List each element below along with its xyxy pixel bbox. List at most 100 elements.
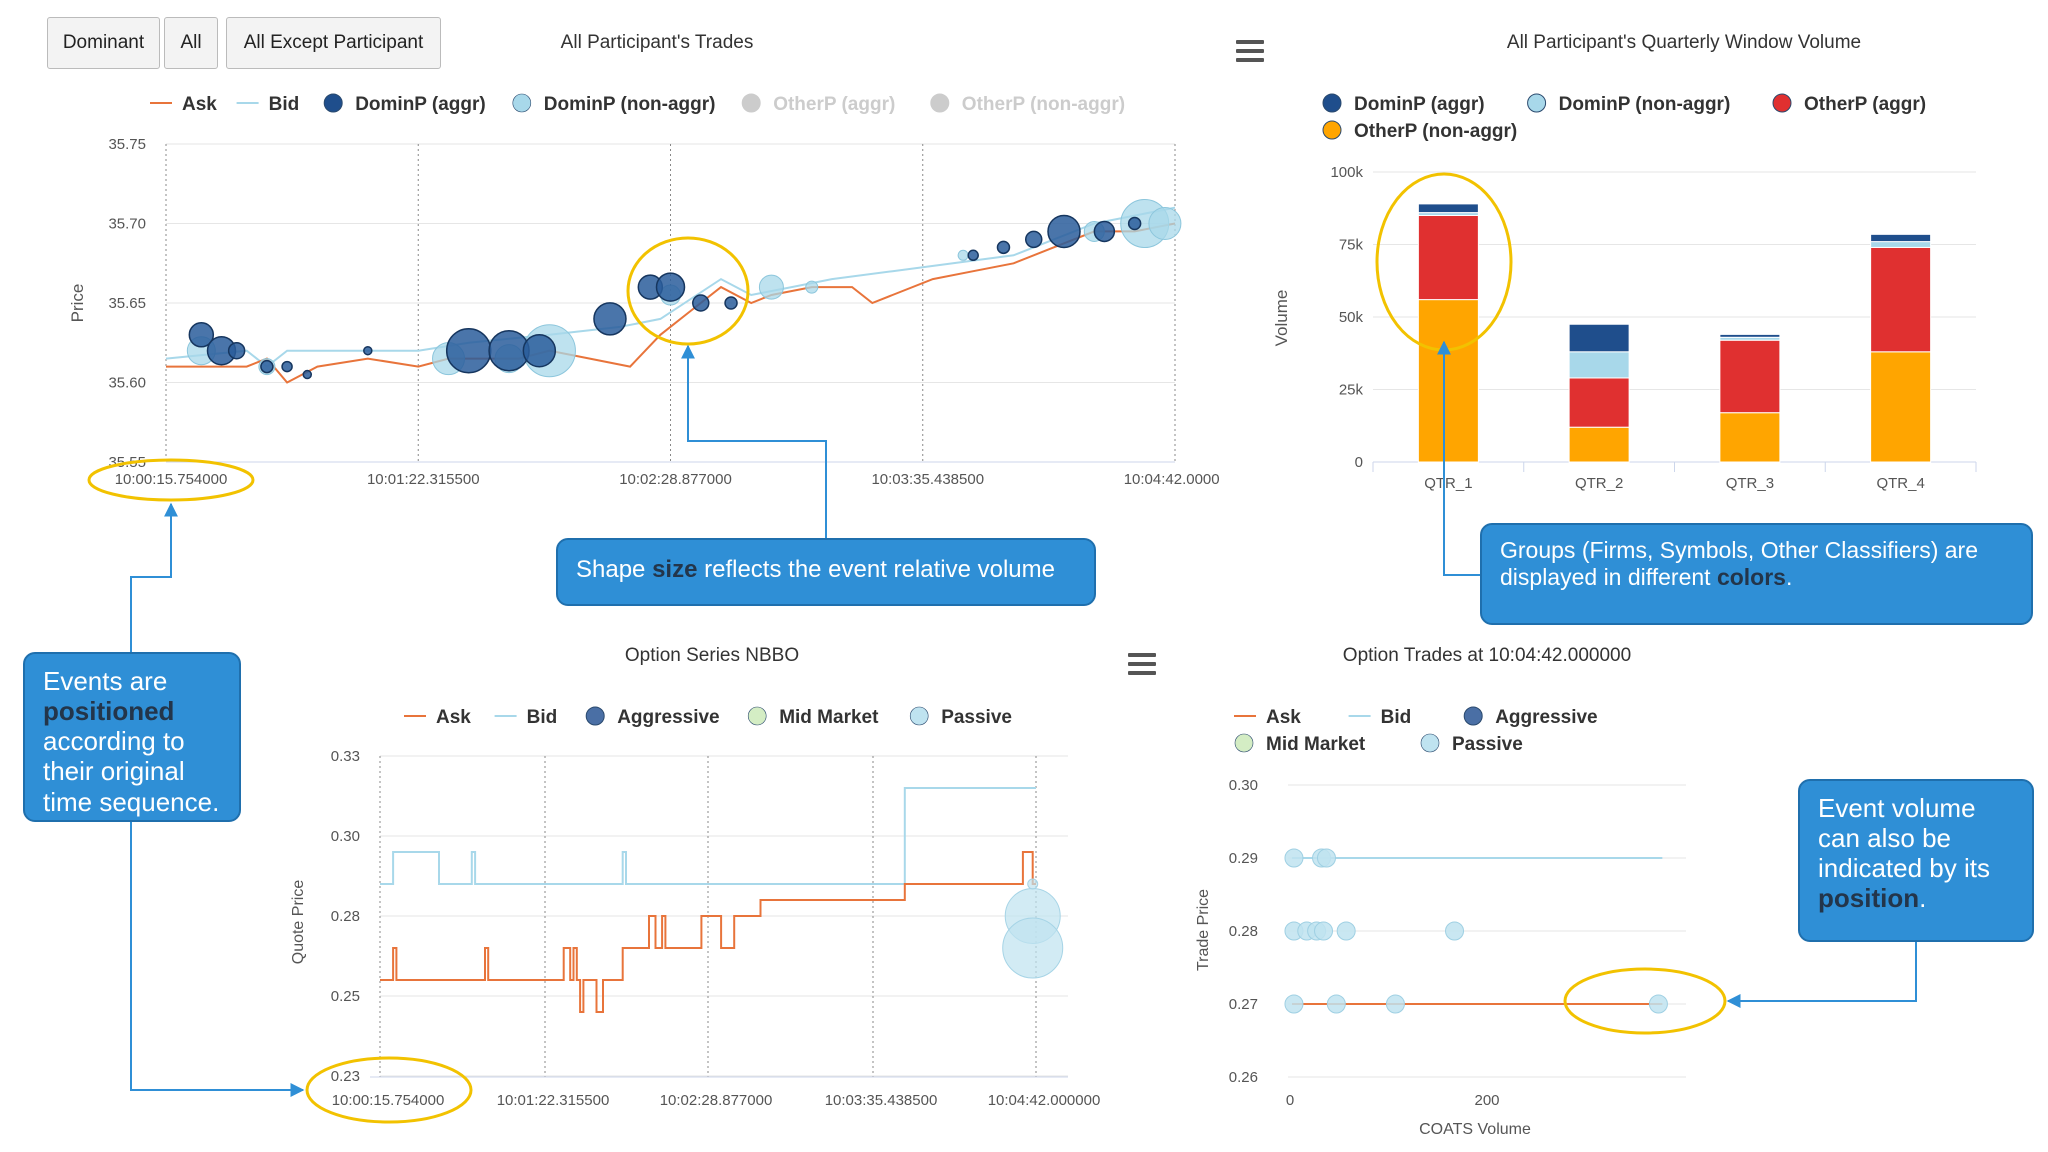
passive-point-1 xyxy=(1002,917,1064,979)
legend-item-4: Passive xyxy=(1452,734,1523,755)
bar-QTR_3-0 xyxy=(1719,412,1781,463)
y-tick-label-4: 35.55 xyxy=(108,454,146,471)
chart-menu-icon-2[interactable] xyxy=(1128,653,1156,675)
legend-swatch-4 xyxy=(741,93,761,113)
legend-item-3: DominP (non-aggr) xyxy=(544,94,716,115)
bar-QTR_1-0 xyxy=(1417,299,1479,463)
y-tick-label-1: 0.29 xyxy=(1229,850,1258,867)
x-tick-label-2: 10:02:28.877000 xyxy=(619,471,732,488)
legend-swatch-1 xyxy=(1527,93,1547,113)
chart-title: Option Trades at 10:04:42.000000 xyxy=(1343,645,1631,666)
x-tick-label-3: 10:03:35.438500 xyxy=(825,1092,938,1109)
legend-swatch-2 xyxy=(323,93,343,113)
legend-swatch-2 xyxy=(585,706,605,726)
chart-title: All Participant's Quarterly Window Volum… xyxy=(1507,32,1861,53)
y-tick-label-2: 50k xyxy=(1339,309,1364,326)
bid-line xyxy=(380,787,1036,885)
bar-QTR_1-1 xyxy=(1417,215,1479,301)
legend-item-2: OtherP (aggr) xyxy=(1804,94,1926,115)
legend-item-1: Bid xyxy=(527,707,558,728)
x-tick-label-0: 0 xyxy=(1286,1092,1294,1109)
dominp-aggr-point-5 xyxy=(302,369,313,380)
dominp-aggr-point-4 xyxy=(281,360,293,373)
y-tick-label-0: 0.33 xyxy=(331,748,360,765)
dominp-aggr-point-9 xyxy=(522,333,557,368)
passive-point-11 xyxy=(1385,994,1405,1014)
passive-point-10 xyxy=(1326,994,1346,1014)
x-tick-label-1: 10:01:22.315500 xyxy=(367,471,480,488)
legend-swatch-5 xyxy=(930,93,950,113)
trades-chart: All Participant's Trades Ask Bid DominP (ag… xyxy=(68,32,1220,488)
y-tick-label-4: 0.23 xyxy=(331,1068,360,1085)
bar-QTR_2-3 xyxy=(1568,323,1630,353)
passive-point-6 xyxy=(1314,921,1334,941)
dominp-aggr-point-14 xyxy=(724,296,738,310)
x-tick-label-0: QTR_1 xyxy=(1424,475,1472,492)
legend-item-1: Bid xyxy=(269,94,300,115)
passive-point-7 xyxy=(1336,921,1356,941)
legend-item-3: OtherP (non-aggr) xyxy=(1354,121,1517,142)
dominp-aggr-point-16 xyxy=(996,240,1011,255)
legend-swatch-3 xyxy=(1322,120,1342,140)
dominp-aggr-point-3 xyxy=(260,359,274,374)
bar-QTR_4-0 xyxy=(1870,351,1932,463)
bar-QTR_4-2 xyxy=(1870,241,1932,248)
y-tick-label-1: 35.70 xyxy=(108,216,146,233)
passive-point-2 xyxy=(1027,878,1039,890)
y-tick-label-4: 0.26 xyxy=(1229,1069,1258,1086)
dominp-nonaggr-point-11 xyxy=(1148,207,1182,240)
dominp-aggr-point-13 xyxy=(692,294,710,312)
dominp-aggr-point-12 xyxy=(655,272,686,302)
y-tick-label-2: 0.28 xyxy=(331,908,360,925)
legend-swatch-4 xyxy=(909,706,929,726)
x-tick-label-3: 10:03:35.438500 xyxy=(871,471,984,488)
callout-size: Shape size reflects the event relative v… xyxy=(556,538,1096,606)
legend-swatch-2 xyxy=(1463,706,1483,726)
chart-title: All Participant's Trades xyxy=(561,32,754,53)
dominp-aggr-point-6 xyxy=(363,345,373,356)
x-tick-label-1: 200 xyxy=(1474,1092,1499,1109)
passive-point-9 xyxy=(1284,994,1304,1014)
y-tick-label-1: 75k xyxy=(1339,237,1364,254)
dominp-aggr-point-7 xyxy=(445,327,492,374)
y-tick-label-0: 0.30 xyxy=(1229,777,1258,794)
dominp-aggr-point-18 xyxy=(1047,214,1081,249)
legend-item-1: Bid xyxy=(1381,707,1412,728)
bar-QTR_3-1 xyxy=(1719,339,1781,414)
legend-item-3: Mid Market xyxy=(779,707,879,728)
legend-item-0: Ask xyxy=(436,707,471,728)
all-button[interactable]: All xyxy=(164,17,218,69)
x-tick-label-0: 10:00:15.754000 xyxy=(115,471,228,488)
legend-swatch-3 xyxy=(1234,733,1254,753)
y-axis-label: Volume xyxy=(1272,290,1291,347)
legend-item-4: Passive xyxy=(941,707,1012,728)
y-tick-label-1: 0.30 xyxy=(331,828,360,845)
dominant-button[interactable]: Dominant xyxy=(47,17,160,69)
y-tick-label-3: 35.60 xyxy=(108,375,146,392)
option-trades-chart: Option Trades at 10:04:42.000000 Ask Bid Ag… xyxy=(1195,645,1686,1138)
y-tick-label-0: 100k xyxy=(1330,164,1363,181)
bar-QTR_2-2 xyxy=(1568,351,1630,379)
y-axis-label: Trade Price xyxy=(1195,889,1212,971)
legend-swatch-3 xyxy=(747,706,767,726)
chart-menu-icon[interactable] xyxy=(1236,40,1264,62)
all-except-participant-button[interactable]: All Except Participant xyxy=(226,17,441,69)
y-tick-label-2: 0.28 xyxy=(1229,923,1258,940)
passive-point-12 xyxy=(1648,994,1668,1014)
bar-QTR_3-3 xyxy=(1719,333,1781,338)
y-axis-label: Price xyxy=(68,284,87,323)
chart-title: Option Series NBBO xyxy=(625,645,799,666)
legend-item-2: DominP (aggr) xyxy=(355,94,486,115)
bar-QTR_1-3 xyxy=(1417,203,1479,214)
dominp-aggr-point-2 xyxy=(227,341,246,360)
x-tick-label-2: 10:02:28.877000 xyxy=(660,1092,773,1109)
quarterly-volume-chart: All Participant's Quarterly Window Volum… xyxy=(1272,32,1977,492)
legend-swatch-3 xyxy=(512,93,532,113)
legend-item-0: Ask xyxy=(1266,707,1301,728)
dominp-aggr-point-17 xyxy=(1024,230,1043,249)
legend-swatch-2 xyxy=(1772,93,1792,113)
dominp-aggr-point-19 xyxy=(1093,220,1116,243)
dominp-nonaggr-point-6 xyxy=(758,274,784,300)
legend-item-5: OtherP (non-aggr) xyxy=(962,94,1125,115)
y-tick-label-3: 0.27 xyxy=(1229,996,1258,1013)
